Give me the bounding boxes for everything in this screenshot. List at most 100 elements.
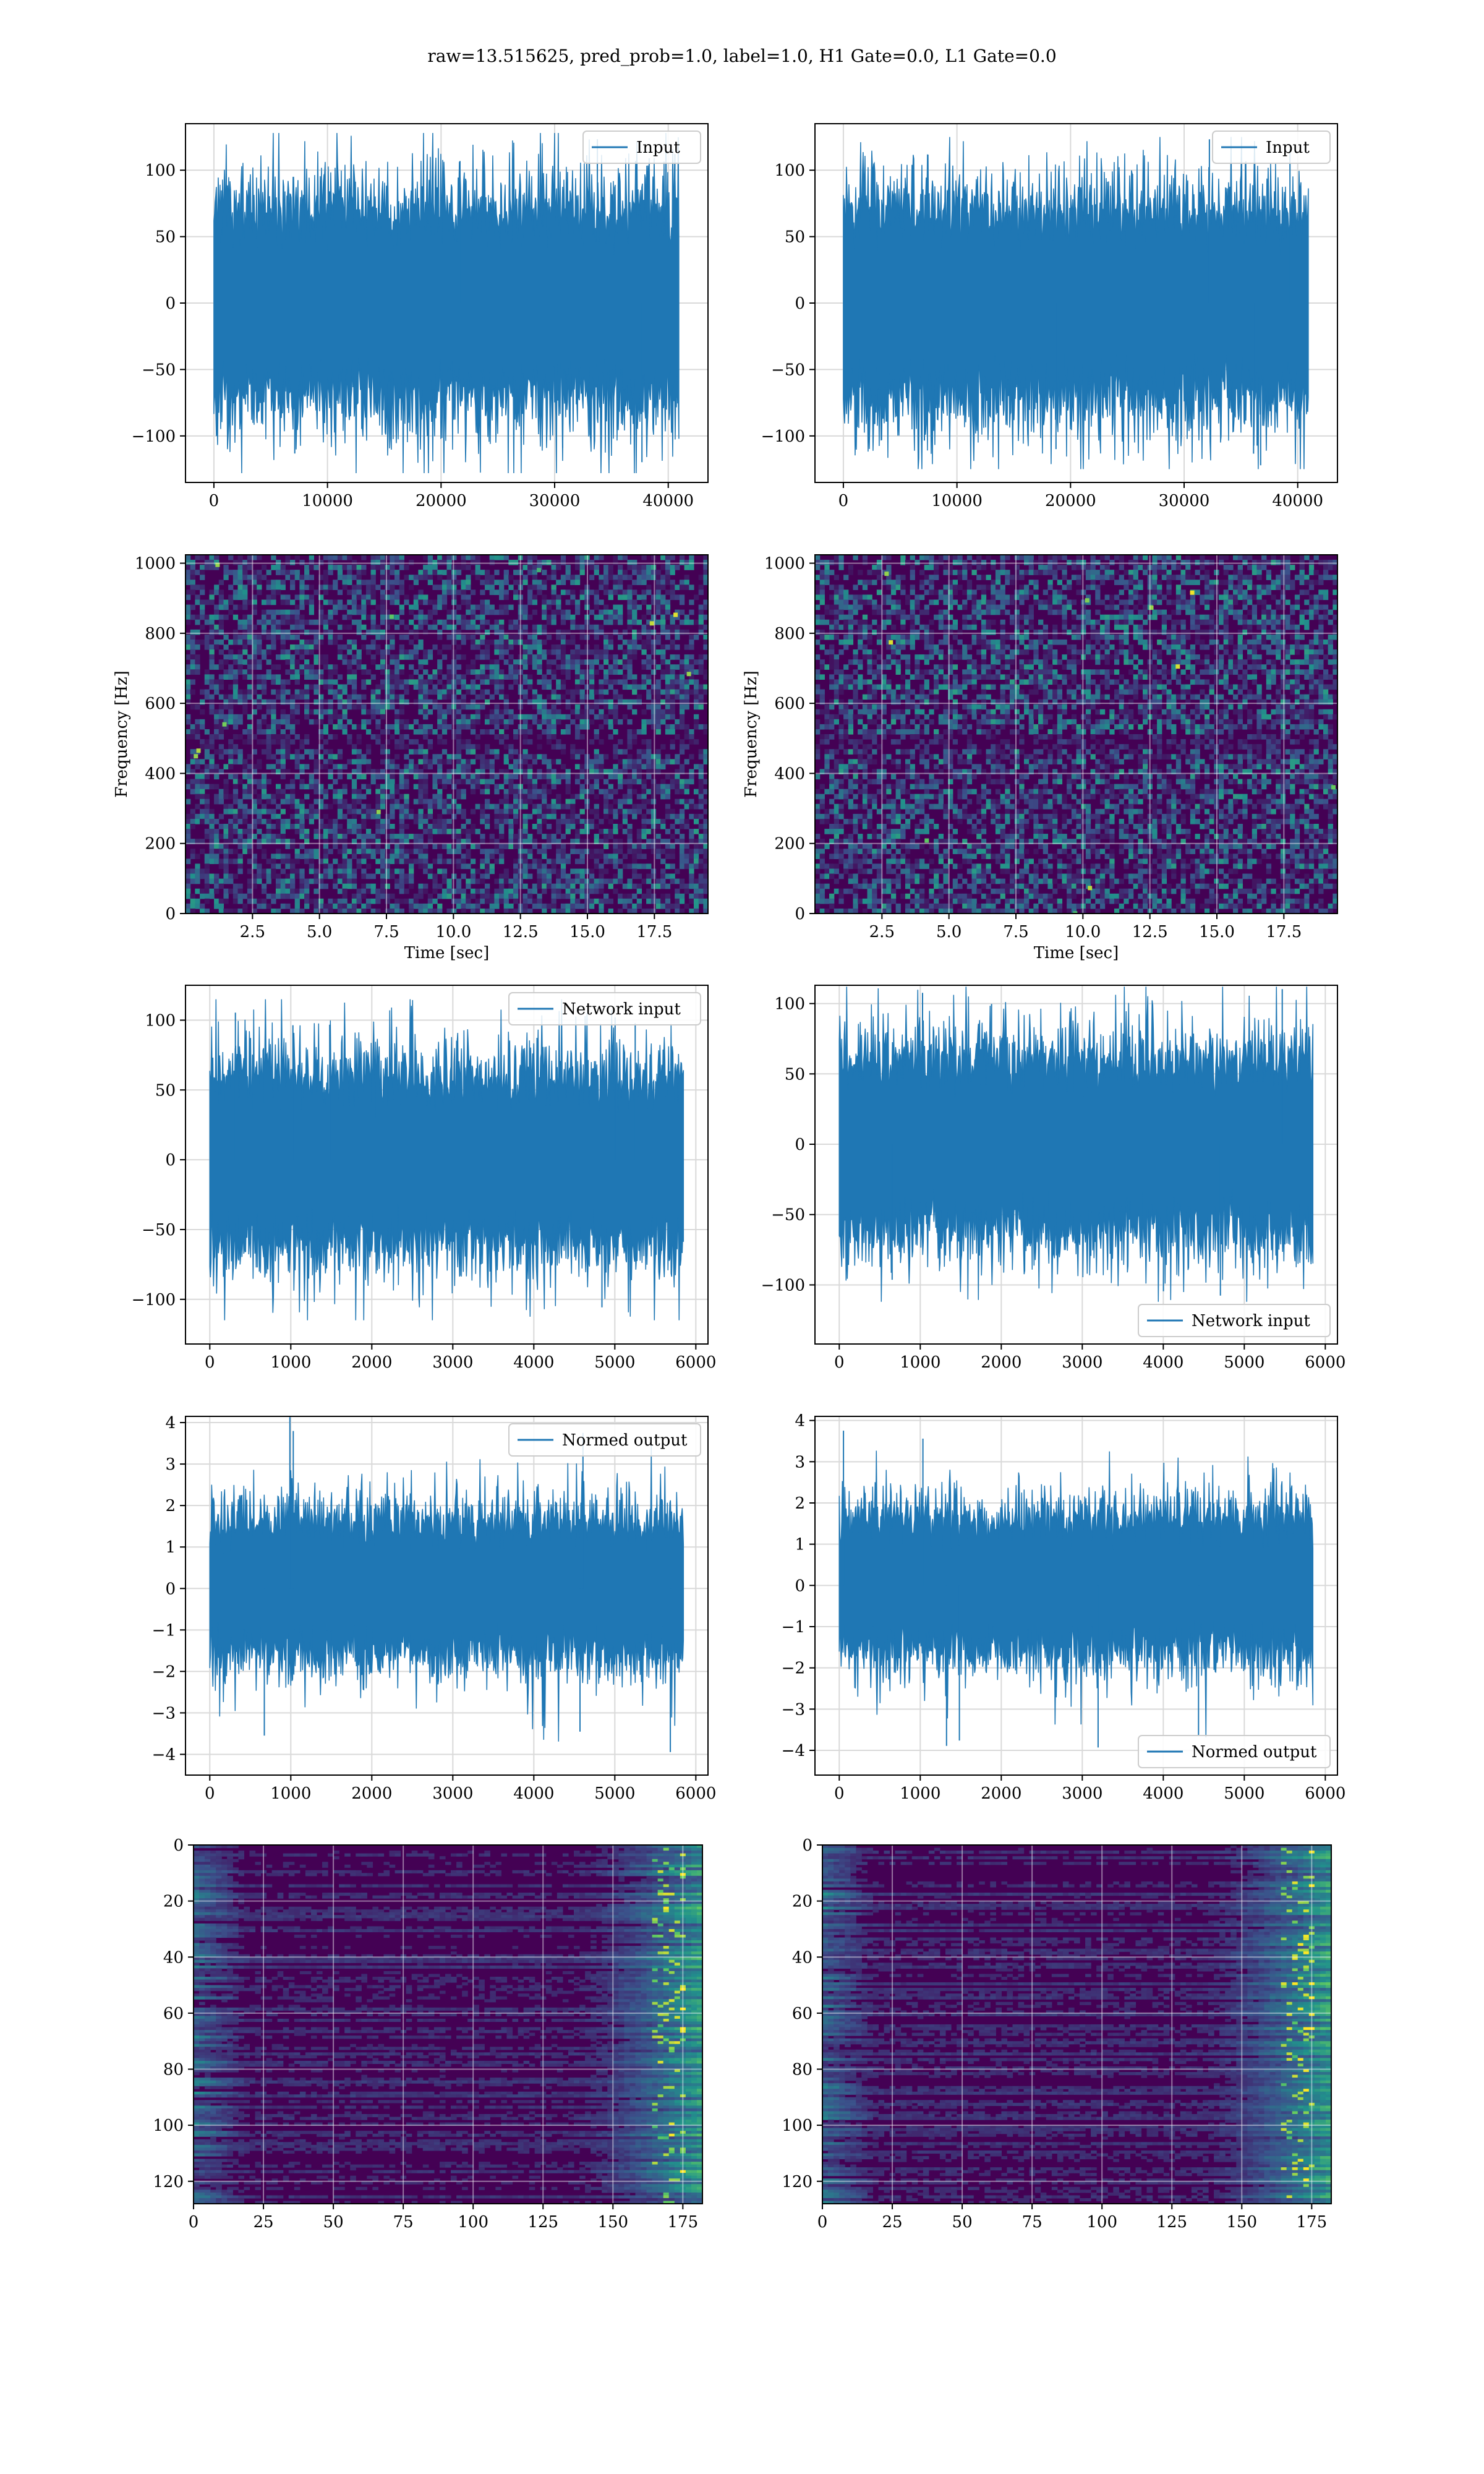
legend-box bbox=[1138, 1735, 1331, 1768]
y-tick-label: 2 bbox=[165, 1497, 176, 1515]
y-tick-label: 0 bbox=[802, 1836, 812, 1855]
plot-area bbox=[815, 1416, 1337, 1775]
x-tick-label: 100 bbox=[458, 2213, 488, 2232]
y-axis-label: Frequency [Hz] bbox=[742, 670, 761, 798]
series-line-normed-output bbox=[838, 1450, 1314, 1738]
series-spikes bbox=[234, 1012, 636, 1308]
x-tick-label: 0 bbox=[817, 2213, 828, 2232]
y-tick-label: −1 bbox=[782, 1618, 805, 1637]
bright-pixel bbox=[1190, 590, 1195, 595]
y-tick-label: −1 bbox=[152, 1621, 176, 1640]
x-tick-label: 5.0 bbox=[936, 923, 962, 941]
series-line-input bbox=[843, 137, 1309, 469]
x-tick-label: 0 bbox=[834, 1353, 845, 1372]
bright-pixel bbox=[537, 568, 542, 573]
figure-title: raw=13.515625, pred_prob=1.0, label=1.0,… bbox=[427, 46, 1056, 66]
y-tick-label: 0 bbox=[795, 294, 805, 313]
y-tick-label: −50 bbox=[142, 1221, 176, 1239]
axes-frame bbox=[814, 554, 1338, 914]
plot-area bbox=[186, 555, 708, 914]
x-tick-label: 1000 bbox=[270, 1353, 311, 1372]
axes-frame bbox=[822, 1844, 1332, 2204]
x-tick-label: 150 bbox=[597, 2213, 628, 2232]
x-tick-label: 125 bbox=[1156, 2213, 1187, 2232]
axes-frame bbox=[814, 985, 1338, 1345]
x-tick-label: 50 bbox=[952, 2213, 973, 2232]
y-tick-label: 50 bbox=[785, 228, 805, 247]
bright-pixel bbox=[1331, 785, 1336, 790]
series-spikes bbox=[924, 139, 1291, 466]
axes-frame bbox=[185, 554, 709, 914]
x-tick-label: 10000 bbox=[931, 492, 983, 510]
panel-input-l1: Input 0 10000 20000 30000 40000 −100 −50 0 50 100 bbox=[761, 123, 1338, 510]
panel-spectrogram-l1: 2.5 5.0 7.5 10.0 12.5 15.0 17.5 0 200 400 600 800 10… bbox=[742, 554, 1338, 962]
y-tick-label: 1000 bbox=[135, 555, 176, 573]
y-tick-label: −100 bbox=[761, 427, 805, 446]
y-tick-label: 400 bbox=[145, 764, 176, 783]
legend: Normed output bbox=[508, 1423, 701, 1457]
y-tick-label: −2 bbox=[782, 1659, 805, 1678]
x-tick-label: 3000 bbox=[432, 1784, 473, 1803]
y-tick-label: −3 bbox=[152, 1704, 176, 1723]
bright-pixel bbox=[924, 838, 929, 843]
y-tick-label: 100 bbox=[153, 2117, 184, 2135]
x-tick-label: 4000 bbox=[1143, 1353, 1183, 1372]
y-tick-label: 0 bbox=[165, 294, 176, 313]
y-tick-label: 100 bbox=[782, 2117, 812, 2135]
bright-pixel bbox=[673, 612, 678, 617]
x-tick-label: 12.5 bbox=[1132, 923, 1168, 941]
y-tick-label: −50 bbox=[771, 1206, 805, 1225]
y-tick-label: 100 bbox=[774, 161, 805, 180]
bright-pixel bbox=[196, 748, 201, 753]
panel-input-h1: Input 0 10000 20000 30000 40000 −100 −50 0 50 100 bbox=[132, 123, 709, 510]
bright-pixel bbox=[222, 722, 227, 727]
plot-area bbox=[815, 555, 1337, 914]
y-tick-label: 0 bbox=[795, 1136, 805, 1154]
plot-area bbox=[194, 1845, 702, 2204]
x-tick-label: 25 bbox=[882, 2213, 903, 2232]
axes-frame bbox=[185, 1416, 709, 1776]
y-tick-label: 800 bbox=[145, 625, 176, 643]
x-tick-label: 3000 bbox=[1062, 1353, 1102, 1372]
legend-label: Normed output bbox=[1192, 1743, 1317, 1761]
x-tick-label: 20000 bbox=[416, 492, 467, 510]
bright-pixel bbox=[686, 672, 691, 677]
y-tick-label: 80 bbox=[792, 2061, 812, 2079]
plot-area bbox=[186, 124, 708, 482]
x-tick-label: 0 bbox=[189, 2213, 199, 2232]
series-line-network-input bbox=[209, 999, 684, 1320]
x-tick-label: 175 bbox=[1297, 2213, 1328, 2232]
legend-label: Network input bbox=[562, 1000, 681, 1019]
x-tick-label: 1000 bbox=[900, 1353, 940, 1372]
x-tick-label: 3000 bbox=[432, 1353, 473, 1372]
legend-box bbox=[582, 131, 701, 164]
legend-box bbox=[508, 992, 701, 1025]
x-tick-label: 0 bbox=[834, 1784, 845, 1803]
plot-area bbox=[186, 985, 708, 1344]
x-tick-label: 17.5 bbox=[636, 923, 672, 941]
y-tick-label: 40 bbox=[792, 1948, 812, 1967]
x-tick-label: 50 bbox=[323, 2213, 344, 2232]
bright-pixel bbox=[1073, 911, 1078, 914]
x-tick-label: 5000 bbox=[594, 1784, 635, 1803]
legend-label: Input bbox=[1266, 139, 1310, 157]
y-tick-label: 0 bbox=[165, 1580, 176, 1598]
x-tick-label: 17.5 bbox=[1266, 923, 1302, 941]
y-tick-label: 1 bbox=[165, 1538, 176, 1557]
y-tick-label: 50 bbox=[155, 228, 176, 247]
series-spikes bbox=[891, 989, 1283, 1296]
x-tick-label: 2.5 bbox=[869, 923, 895, 941]
x-tick-label: 6000 bbox=[675, 1784, 716, 1803]
y-tick-label: 120 bbox=[153, 2173, 184, 2191]
panel-features-h1: 0 25 50 75 100 125 150 175 0 20 40 60 80 100 120 bbox=[153, 1836, 703, 2232]
x-tick-label: 150 bbox=[1226, 2213, 1257, 2232]
heatmap-cells bbox=[822, 1845, 1331, 2204]
panel-normed-output-l1: Normed output 0 1000 2000 3000 4000 5000 6000 −4… bbox=[782, 1412, 1346, 1803]
x-axis-label: Time [sec] bbox=[1034, 944, 1119, 962]
x-tick-label: 5000 bbox=[594, 1353, 635, 1372]
legend-box bbox=[1212, 131, 1331, 164]
bright-pixel bbox=[1175, 664, 1180, 669]
x-tick-label: 40000 bbox=[1272, 492, 1323, 510]
